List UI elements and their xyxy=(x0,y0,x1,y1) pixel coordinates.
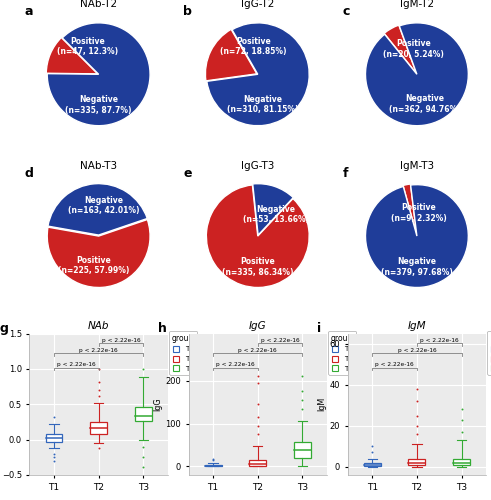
Text: d: d xyxy=(24,166,33,179)
Title: IgM-T2: IgM-T2 xyxy=(400,0,434,9)
Legend: T1, T2, T3: T1, T2, T3 xyxy=(488,330,491,374)
Text: Positive
(n=9, 2.32%): Positive (n=9, 2.32%) xyxy=(391,204,446,223)
Text: p < 2.22e-16: p < 2.22e-16 xyxy=(375,362,414,367)
Wedge shape xyxy=(403,184,417,235)
Text: p < 2.22e-16: p < 2.22e-16 xyxy=(261,338,300,343)
Bar xyxy=(364,462,381,466)
Y-axis label: IgG: IgG xyxy=(153,398,163,411)
Text: p < 2.22e-16: p < 2.22e-16 xyxy=(57,362,96,367)
Text: p < 2.22e-16: p < 2.22e-16 xyxy=(239,348,277,353)
Text: Positive
(n=47, 12.3%): Positive (n=47, 12.3%) xyxy=(57,36,118,56)
Y-axis label: IgM: IgM xyxy=(318,397,327,411)
Text: Negative
(n=362, 94.76%): Negative (n=362, 94.76%) xyxy=(389,94,461,114)
Text: p < 2.22e-16: p < 2.22e-16 xyxy=(420,338,459,343)
Text: Positive
(n=335, 86.34%): Positive (n=335, 86.34%) xyxy=(222,257,294,276)
Text: p < 2.22e-16: p < 2.22e-16 xyxy=(398,348,436,353)
Title: NAb-T2: NAb-T2 xyxy=(80,0,117,9)
Wedge shape xyxy=(46,38,98,74)
Text: h: h xyxy=(158,322,167,336)
Text: p < 2.22e-16: p < 2.22e-16 xyxy=(102,338,140,343)
Text: i: i xyxy=(317,322,322,336)
Title: IgG-T2: IgG-T2 xyxy=(241,0,274,9)
Text: Negative
(n=379, 97.68%): Negative (n=379, 97.68%) xyxy=(381,257,453,276)
Bar xyxy=(249,460,266,466)
Wedge shape xyxy=(365,23,468,126)
Title: IgM-T3: IgM-T3 xyxy=(400,161,434,171)
Title: IgG-T3: IgG-T3 xyxy=(241,161,274,171)
Bar xyxy=(205,464,221,466)
Wedge shape xyxy=(48,184,147,235)
Title: NAb-T3: NAb-T3 xyxy=(80,161,117,171)
Bar xyxy=(90,422,107,434)
Text: f: f xyxy=(342,166,348,179)
Text: p < 2.22e-16: p < 2.22e-16 xyxy=(216,362,255,367)
Legend: T1, T2, T3: T1, T2, T3 xyxy=(169,330,197,374)
Bar xyxy=(409,458,425,465)
Wedge shape xyxy=(47,220,150,288)
Title: NAb: NAb xyxy=(88,322,109,332)
Text: Positive
(n=20, 5.24%): Positive (n=20, 5.24%) xyxy=(383,39,444,58)
Wedge shape xyxy=(384,25,416,74)
Text: Negative
(n=163, 42.01%): Negative (n=163, 42.01%) xyxy=(68,196,140,216)
Bar xyxy=(135,407,152,420)
Text: Negative
(n=335, 87.7%): Negative (n=335, 87.7%) xyxy=(65,96,132,115)
Text: p < 2.22e-16: p < 2.22e-16 xyxy=(80,348,118,353)
Title: IgG: IgG xyxy=(249,322,267,332)
Text: a: a xyxy=(24,5,32,18)
Text: c: c xyxy=(342,5,350,18)
Text: e: e xyxy=(183,166,191,179)
Legend: T1, T2, T3: T1, T2, T3 xyxy=(328,330,356,374)
Wedge shape xyxy=(205,30,257,81)
Bar xyxy=(453,458,470,465)
Title: IgM: IgM xyxy=(408,322,426,332)
Wedge shape xyxy=(206,185,309,288)
Text: Negative
(n=53, 13.66%): Negative (n=53, 13.66%) xyxy=(243,204,309,224)
Text: Negative
(n=310, 81.15%): Negative (n=310, 81.15%) xyxy=(227,95,299,114)
Bar xyxy=(294,442,311,458)
Wedge shape xyxy=(47,23,150,126)
Bar xyxy=(46,434,62,442)
Text: Positive
(n=225, 57.99%): Positive (n=225, 57.99%) xyxy=(58,256,130,275)
Wedge shape xyxy=(207,23,309,126)
Wedge shape xyxy=(365,184,468,288)
Wedge shape xyxy=(253,184,293,235)
Text: b: b xyxy=(183,5,192,18)
Text: g: g xyxy=(0,322,8,336)
Text: Positive
(n=72, 18.85%): Positive (n=72, 18.85%) xyxy=(220,36,287,56)
